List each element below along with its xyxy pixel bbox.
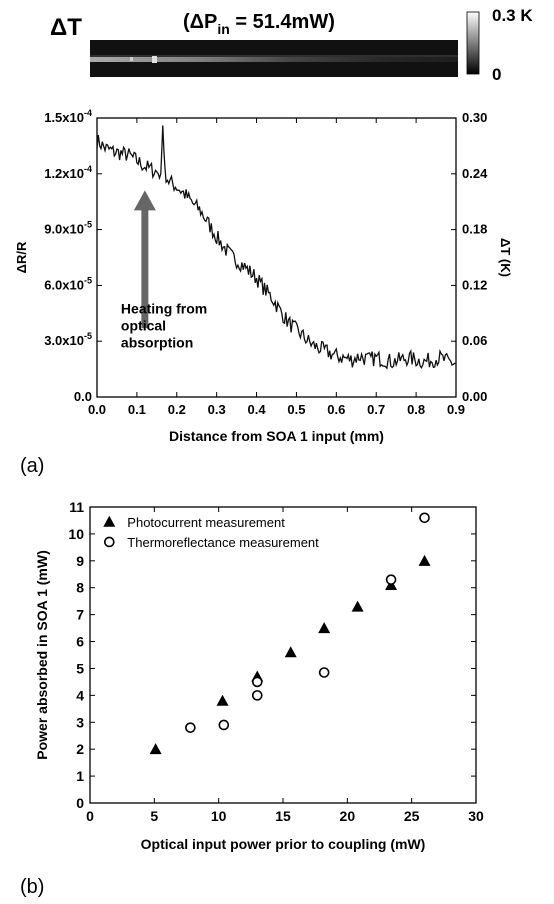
y2-tick-label-a: 0.30 [462,110,487,125]
x-tick-label-a: 0.3 [208,402,226,417]
x-tick-label-a: 0.8 [407,402,425,417]
thermoreflectance-point [251,690,263,701]
y2-tick-label-a: 0.24 [462,166,488,181]
x-tick-label-a: 0.9 [447,402,465,417]
y-tick-exponent: -5 [84,331,92,341]
thermoreflectance-point [185,722,196,733]
x-tick-label-a: 0.5 [287,402,305,417]
annotation-arrow-shaft [141,208,149,329]
y-tick-mantissa: 1.5x10 [44,110,84,125]
y-tick-label-b: 9 [76,553,84,569]
condition-suffix: = 51.4mW) [230,11,335,33]
x-tick-label-b: 30 [468,808,484,824]
y2-tick-label-a: 0.00 [462,389,487,404]
y-tick-label-b: 2 [76,741,84,757]
y-tick-exponent: -4 [84,108,92,118]
condition-subscript: in [217,21,229,37]
thermal-image [90,40,458,77]
y-tick-label-b: 7 [76,607,84,623]
x-axis-label-a: Distance from SOA 1 input (mm) [169,428,384,444]
chart-a: 0.0 0.1 0.2 0.3 0.4 0.5 0.6 0.7 0.8 0.90.03.0x10-… [14,108,513,477]
y-tick-label-a: 1.5x10-4 [44,108,92,125]
y-tick-exponent: -5 [84,275,92,285]
photocurrent-point [351,600,364,612]
x-tick-label-a: 0.7 [367,402,385,417]
thermoreflectance-point [318,667,330,678]
y-axis-label-b: Power absorbed in SOA 1 (mW) [34,550,50,760]
y-axis-label-a: ΔR/R [14,241,29,273]
chart-b: 0 5 10 15 20 25 30 0 1 2 3 4 5 6 7 8 9 10 11 Optical input … [20,499,484,898]
y-tick-label-b: 1 [76,768,84,784]
x-axis-label-b: Optical input power prior to coupling (m… [141,836,426,852]
photocurrent-point [284,646,297,658]
y-tick-label-b: 0 [76,795,84,811]
delta-t-title: ΔT [50,14,82,41]
y-tick-exponent: -5 [84,220,92,230]
colorbar [466,11,480,75]
y-tick-mantissa: 3.0x10 [44,333,84,348]
x-tick-label-b: 20 [340,808,356,824]
x-tick-label-b: 0 [86,808,94,824]
colorbar-max-label: 0.3 K [492,6,533,25]
photocurrent-point [318,622,331,634]
condition-title: (ΔPin = 51.4mW) [183,11,335,37]
y-tick-label-b: 5 [76,660,84,676]
y-tick-label-b: 8 [76,580,84,596]
thermoreflectance-point [251,676,263,688]
y-tick-label-b: 3 [76,714,84,730]
photocurrent-point [149,743,162,755]
condition-prefix: (ΔP [183,11,217,33]
y-tick-label-b: 11 [69,499,84,515]
thermoreflectance-point [419,512,430,524]
x-tick-label-a: 0.2 [168,402,186,417]
legend-marker-photocurrent [103,515,116,527]
x-tick-label-a: 0.0 [88,402,106,417]
y-tick-label-b: 10 [68,526,84,542]
y-tick-label-a: 0.0 [74,389,92,404]
y-tick-label-a: 1.2x10-4 [44,164,92,181]
annotation-arrow-head [133,190,156,211]
y2-axis-label-a: ΔT (K) [498,238,513,277]
legend-label-thermoreflectance: Thermoreflectance measurement [127,535,319,550]
y-tick-mantissa: 6.0x10 [44,277,84,292]
y-tick-mantissa: 9.0x10 [44,222,84,237]
plot-frame-a [96,117,457,398]
colorbar-min-label: 0 [492,65,501,84]
thermoreflectance-point [385,574,397,585]
x-tick-label-b: 25 [404,808,420,824]
annotation-text: Heating from [121,300,207,316]
legend-label-photocurrent: Photocurrent measurement [127,515,285,530]
panel-label-a: (a) [20,455,44,477]
series-line-a [96,125,457,370]
y-tick-label-b: 4 [76,687,84,703]
x-tick-label-b: 15 [275,808,291,824]
x-tick-label-a: 0.1 [128,402,146,417]
annotation-text: optical [121,317,166,333]
y-tick-label-a: 9.0x10-5 [44,220,92,237]
y2-tick-label-a: 0.12 [462,277,487,292]
plot-frame-b [89,506,477,804]
photocurrent-point [418,554,431,566]
panel-label-b: (b) [20,876,44,898]
y-tick-exponent: -4 [84,164,92,174]
y2-tick-label-a: 0.06 [462,333,487,348]
annotation-text: absorption [121,334,193,350]
legend-marker-thermoreflectance [104,536,115,548]
y-tick-label-a: 6.0x10-5 [44,275,92,292]
x-tick-label-a: 0.4 [248,402,267,417]
x-tick-label-b: 10 [211,808,227,824]
x-tick-label-a: 0.6 [327,402,345,417]
x-tick-label-b: 5 [150,808,158,824]
y-tick-label-a: 3.0x10-5 [44,331,92,348]
photocurrent-point [216,694,229,706]
y-tick-label-b: 6 [76,634,84,650]
thermoreflectance-point [218,719,230,731]
y-tick-mantissa: 1.2x10 [44,166,84,181]
y2-tick-label-a: 0.18 [462,222,487,237]
